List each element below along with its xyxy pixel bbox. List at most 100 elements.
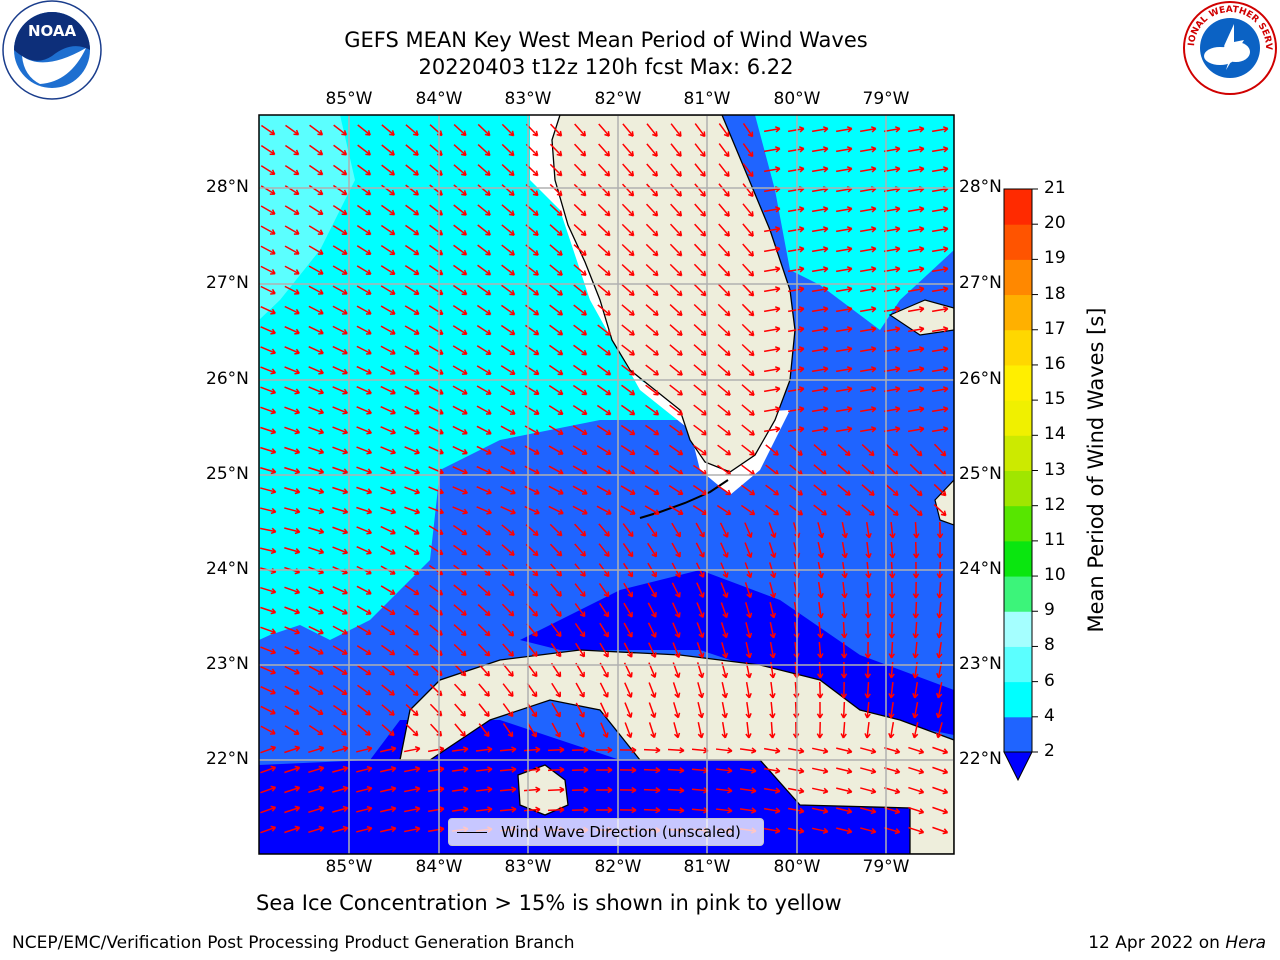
wave-direction-arrow bbox=[285, 124, 300, 136]
wave-direction-arrow bbox=[452, 524, 468, 536]
wave-direction-arrow bbox=[308, 785, 325, 794]
wave-direction-arrow bbox=[451, 766, 469, 773]
wave-direction-arrow bbox=[763, 286, 781, 293]
wave-direction-arrow bbox=[500, 506, 516, 515]
wave-direction-arrow bbox=[333, 124, 348, 136]
wave-direction-arrow bbox=[332, 406, 348, 415]
wave-direction-arrow bbox=[260, 305, 276, 315]
wave-direction-arrow bbox=[599, 702, 609, 718]
wave-direction-arrow bbox=[405, 124, 419, 136]
colorbar-segment bbox=[1004, 681, 1032, 718]
wave-direction-arrow bbox=[453, 124, 467, 137]
wave-direction-arrow bbox=[476, 506, 492, 515]
wave-direction-arrow bbox=[860, 747, 877, 755]
wave-direction-arrow bbox=[648, 682, 657, 699]
wave-direction-arrow bbox=[645, 263, 659, 277]
wave-direction-arrow bbox=[669, 424, 684, 436]
wave-direction-arrow bbox=[695, 522, 705, 538]
wave-direction-arrow bbox=[931, 426, 949, 433]
footer-host: Hera bbox=[1225, 933, 1266, 953]
wave-direction-arrow bbox=[763, 346, 781, 353]
wave-direction-arrow bbox=[308, 446, 325, 455]
colorbar-segment bbox=[1004, 540, 1032, 577]
wave-direction-arrow bbox=[621, 223, 635, 237]
wave-direction-arrow bbox=[405, 624, 420, 636]
wave-direction-arrow bbox=[936, 581, 943, 599]
wave-direction-arrow bbox=[768, 522, 777, 539]
wave-direction-arrow bbox=[357, 184, 372, 196]
wave-direction-arrow bbox=[787, 386, 805, 393]
wave-direction-arrow bbox=[645, 424, 660, 436]
wave-direction-arrow bbox=[745, 622, 753, 639]
wave-direction-arrow bbox=[478, 703, 490, 717]
wave-direction-arrow bbox=[356, 645, 372, 656]
wave-direction-arrow bbox=[645, 324, 659, 336]
wave-direction-arrow bbox=[332, 585, 348, 595]
wave-direction-arrow bbox=[308, 325, 324, 335]
wave-direction-arrow bbox=[284, 446, 301, 455]
wave-direction-arrow bbox=[502, 623, 515, 637]
colorbar-segment bbox=[1004, 224, 1032, 260]
wave-direction-arrow bbox=[694, 223, 707, 237]
wave-direction-arrow bbox=[859, 166, 877, 173]
colorbar-segment bbox=[1004, 259, 1032, 296]
colorbar-under-arrow bbox=[1003, 751, 1033, 782]
wave-direction-arrow bbox=[574, 543, 586, 557]
wave-direction-arrow bbox=[284, 507, 301, 515]
wave-direction-arrow bbox=[596, 425, 612, 436]
wave-direction-arrow bbox=[333, 164, 348, 176]
wave-direction-arrow bbox=[260, 666, 276, 675]
wave-direction-arrow bbox=[404, 385, 420, 395]
wave-direction-arrow bbox=[671, 522, 681, 538]
wave-direction-arrow bbox=[308, 426, 325, 435]
wave-direction-arrow bbox=[454, 723, 466, 737]
wave-direction-arrow bbox=[284, 705, 300, 715]
wave-direction-arrow bbox=[596, 505, 612, 515]
wave-direction-arrow bbox=[453, 244, 468, 256]
wave-direction-arrow bbox=[260, 406, 277, 415]
wave-direction-arrow bbox=[715, 807, 733, 814]
wave-direction-arrow bbox=[697, 702, 705, 719]
wave-direction-arrow bbox=[548, 505, 564, 515]
map-frame bbox=[258, 114, 955, 855]
wave-direction-arrow bbox=[669, 223, 683, 237]
wave-direction-arrow bbox=[548, 364, 564, 376]
wave-direction-arrow bbox=[308, 285, 324, 295]
wave-direction-arrow bbox=[500, 365, 516, 375]
wave-direction-arrow bbox=[885, 504, 899, 516]
wave-direction-arrow bbox=[621, 284, 635, 297]
wave-direction-arrow bbox=[741, 343, 755, 357]
wave-direction-arrow bbox=[453, 264, 468, 276]
wave-direction-arrow bbox=[669, 384, 683, 396]
wave-direction-arrow bbox=[859, 226, 877, 233]
wave-direction-arrow bbox=[573, 183, 587, 197]
wave-direction-arrow bbox=[936, 601, 943, 619]
wave-direction-arrow bbox=[574, 583, 586, 598]
wave-direction-arrow bbox=[549, 143, 563, 157]
wave-direction-arrow bbox=[452, 305, 468, 316]
wave-direction-arrow bbox=[624, 722, 633, 739]
noaa-logo: NOAA bbox=[2, 0, 102, 100]
wave-direction-arrow bbox=[260, 386, 277, 395]
wave-direction-arrow bbox=[788, 827, 805, 834]
wave-direction-arrow bbox=[502, 722, 514, 738]
wave-direction-arrow bbox=[405, 184, 420, 196]
wave-direction-arrow bbox=[404, 446, 420, 455]
wave-direction-arrow bbox=[763, 126, 781, 133]
wave-direction-arrow bbox=[380, 426, 396, 435]
wave-direction-arrow bbox=[548, 425, 564, 435]
wave-direction-arrow bbox=[619, 766, 637, 774]
wave-direction-arrow bbox=[742, 183, 754, 198]
wave-direction-arrow bbox=[835, 266, 853, 273]
wave-direction-arrow bbox=[260, 507, 277, 515]
wave-direction-arrow bbox=[739, 767, 757, 774]
wave-direction-arrow bbox=[260, 487, 277, 495]
wave-direction-arrow bbox=[620, 465, 636, 475]
wave-direction-arrow bbox=[812, 827, 829, 835]
wave-direction-arrow bbox=[717, 484, 732, 496]
wave-direction-arrow bbox=[907, 406, 925, 413]
wave-direction-arrow bbox=[912, 601, 920, 619]
wave-direction-arrow bbox=[599, 622, 609, 638]
wave-direction-arrow bbox=[717, 283, 731, 297]
